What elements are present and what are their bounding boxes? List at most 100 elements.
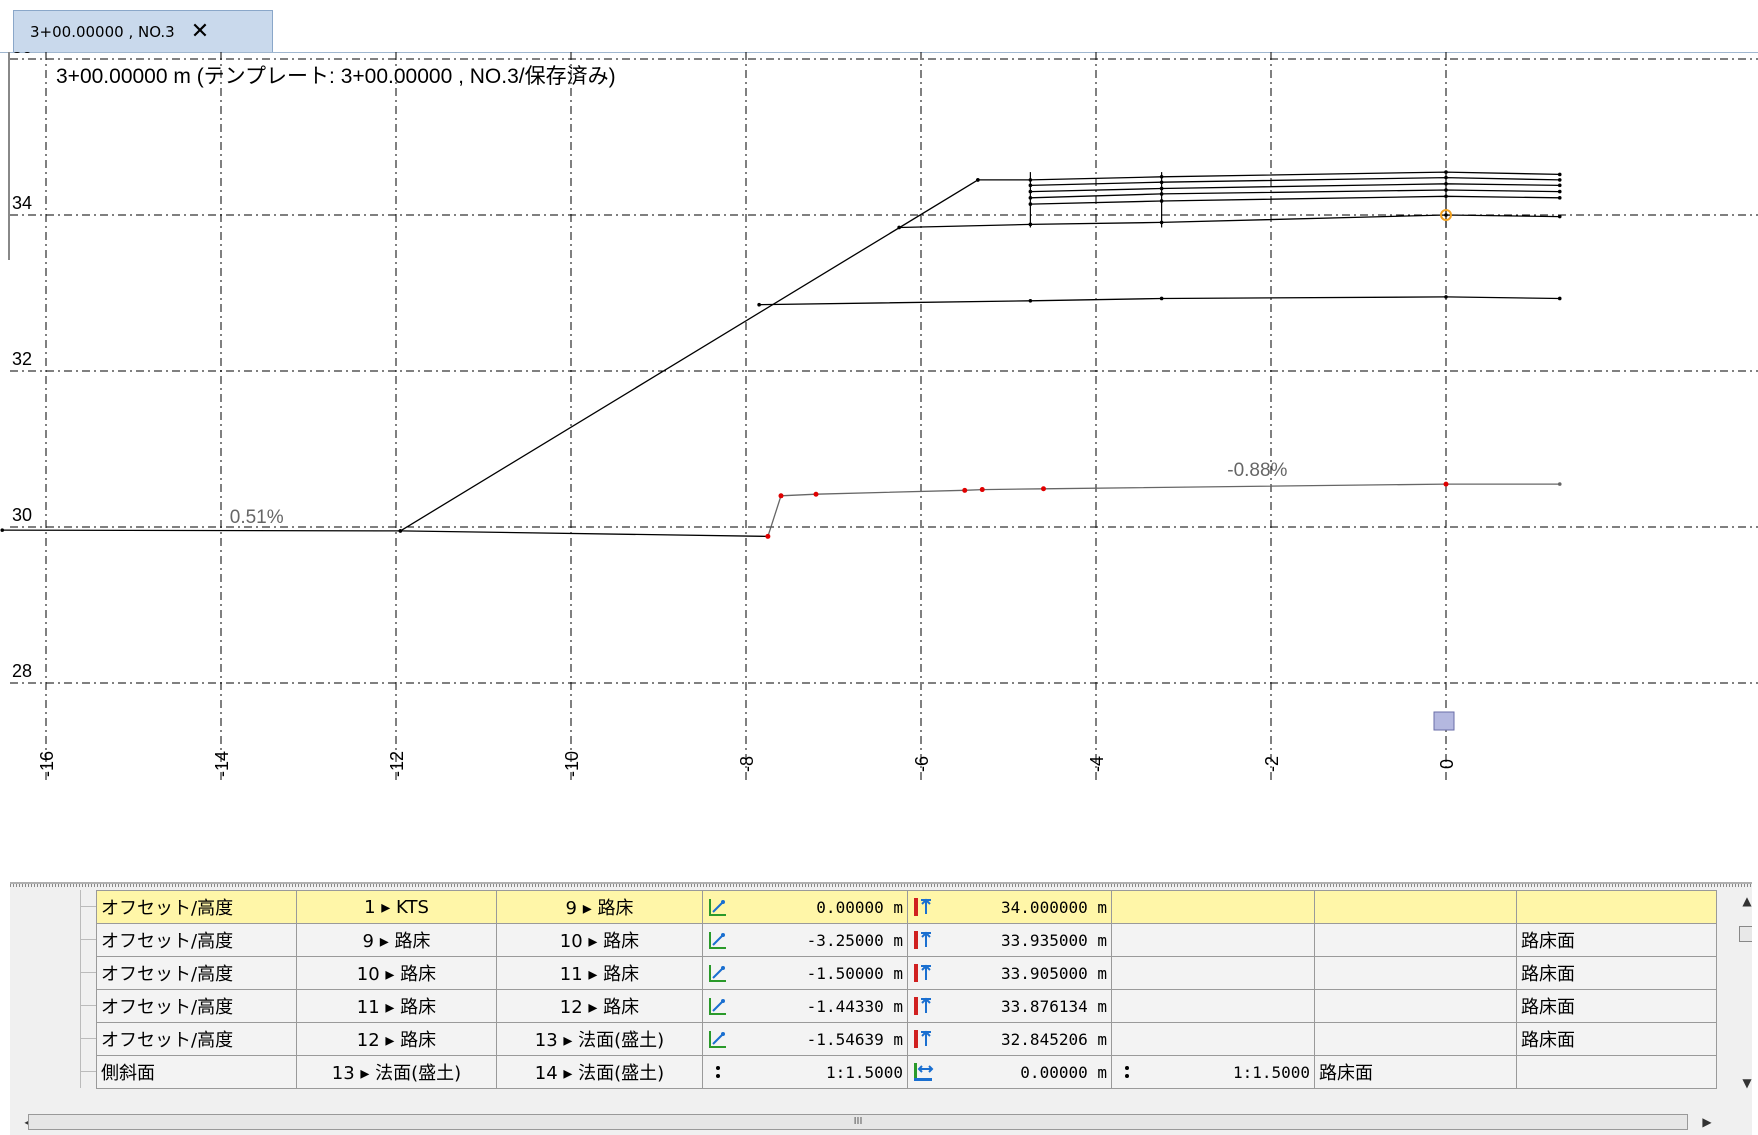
section-point[interactable] [1557,196,1562,200]
section-point[interactable] [1557,214,1562,219]
cell-surface-1[interactable]: 路床面 [1314,1055,1517,1089]
section-point[interactable] [897,225,901,230]
scroll-up-icon[interactable]: ▲ [1742,894,1752,908]
section-point[interactable] [1557,296,1562,301]
cell-surface-1[interactable] [1314,890,1517,924]
ground-point-marker[interactable] [1443,481,1449,487]
section-link-line[interactable] [2,529,768,538]
ground-point-marker[interactable] [1041,486,1046,492]
section-point[interactable] [757,302,761,307]
cell-from-point[interactable]: 10 ▸ 路床 [296,956,497,990]
cell-elevation[interactable]: 34.000000 m [907,890,1112,924]
close-icon[interactable]: ✕ [190,19,210,44]
cell-offset[interactable]: 1:1.5000 [702,1055,908,1089]
section-link-line[interactable] [1030,183,1560,193]
cell-elevation[interactable]: 33.905000 m [907,956,1112,990]
cell-surface-1[interactable] [1314,923,1517,957]
vertical-scrollbar[interactable]: ▲ ▼ [1736,890,1752,1094]
section-point[interactable] [1557,172,1562,177]
cell-surface-2[interactable]: 路床面 [1516,1022,1717,1056]
tab-label[interactable]: 3+00.00000 , NO.3 [30,22,175,41]
cell-extra[interactable] [1111,1022,1315,1056]
cell-elevation[interactable]: 33.876134 m [907,989,1112,1023]
horizontal-scrollbar[interactable]: ◀ III ▶ [10,1109,1752,1135]
ground-point-marker[interactable] [979,487,985,493]
cell-offset[interactable]: -3.25000 m [702,923,908,957]
section-point[interactable] [0,528,5,532]
section-link-line[interactable] [767,483,1560,537]
cell-type[interactable]: オフセット/高度 [96,989,297,1023]
cell-elevation[interactable]: 32.845206 m [907,1022,1112,1056]
section-point[interactable] [1557,178,1562,182]
cell-extra[interactable] [1111,890,1315,924]
cell-from-point[interactable]: 9 ▸ 路床 [296,923,497,957]
table-row[interactable]: オフセット/高度 9 ▸ 路床 10 ▸ 路床 -3.25000 m 33.935000… [96,923,1717,957]
cell-to-point[interactable]: 11 ▸ 路床 [496,956,703,990]
ground-point-marker[interactable] [765,533,771,539]
cell-offset[interactable]: -1.44330 m [702,989,908,1023]
horizontal-scroll-thumb[interactable]: III [28,1114,1688,1130]
table-row[interactable]: オフセット/高度 10 ▸ 路床 11 ▸ 路床 -1.50000 m 33.90500… [96,956,1717,990]
cell-extra[interactable] [1111,923,1315,957]
section-point[interactable] [1159,296,1164,301]
cell-offset[interactable]: 0.00000 m [702,890,908,924]
cell-type[interactable]: オフセット/高度 [96,890,297,924]
cell-from-point[interactable]: 12 ▸ 路床 [296,1022,497,1056]
cross-section-chart[interactable]: -16 -14 -12 -10 -8 -6 -4 -2 0 30 32 34 36 28 0.51% -0.… [0,52,1758,880]
cell-offset[interactable]: -1.54639 m [702,1022,908,1056]
cell-to-point[interactable]: 10 ▸ 路床 [496,923,703,957]
cell-extra[interactable] [1111,956,1315,990]
cell-surface-2[interactable] [1516,1055,1717,1089]
cell-extra[interactable]: 1:1.5000 [1111,1055,1315,1089]
cell-offset[interactable]: -1.50000 m [702,956,908,990]
cell-surface-1[interactable] [1314,989,1517,1023]
cell-surface-2[interactable]: 路床面 [1516,956,1717,990]
cell-surface-1[interactable] [1314,1022,1517,1056]
cell-surface-1[interactable] [1314,956,1517,990]
table-row[interactable]: オフセット/高度 11 ▸ 路床 12 ▸ 路床 -1.44330 m 33.87613… [96,989,1717,1023]
ground-point-marker[interactable] [778,493,784,499]
cell-surface-2[interactable]: 路床面 [1516,989,1717,1023]
cell-surface-2[interactable]: 路床面 [1516,923,1717,957]
section-point[interactable] [1557,183,1562,188]
cell-to-point[interactable]: 13 ▸ 法面(盛土) [496,1022,703,1056]
section-point[interactable] [1557,189,1562,194]
section-link-line[interactable] [899,214,1560,229]
cell-from-point[interactable]: 11 ▸ 路床 [296,989,497,1023]
section-link-line[interactable] [1030,195,1560,205]
cell-type[interactable]: オフセット/高度 [96,1022,297,1056]
cell-extra[interactable] [1111,989,1315,1023]
table-row[interactable]: オフセット/高度 1 ▸ KTS 9 ▸ 路床 0.00000 m 34.000000 … [96,890,1717,924]
cell-type[interactable]: オフセット/高度 [96,923,297,957]
section-link-line[interactable] [1030,189,1560,199]
cell-from-point[interactable]: 13 ▸ 法面(盛土) [296,1055,497,1089]
scroll-right-icon[interactable]: ▶ [1702,1115,1712,1129]
cell-to-point[interactable]: 9 ▸ 路床 [496,890,703,924]
section-link-line[interactable] [400,179,979,532]
cell-type[interactable]: オフセット/高度 [96,956,297,990]
selection-handle[interactable] [1433,711,1455,731]
table-row[interactable]: オフセット/高度 12 ▸ 路床 13 ▸ 法面(盛土) -1.54639 m 32.8… [96,1022,1717,1056]
tab-section-view[interactable]: 3+00.00000 , NO.3 ✕ [13,10,273,52]
section-link-line[interactable] [759,296,1560,306]
section-point[interactable] [1444,295,1448,299]
section-point[interactable] [976,178,980,182]
cell-to-point[interactable]: 14 ▸ 法面(盛土) [496,1055,703,1089]
section-point[interactable] [1028,299,1033,303]
ground-point-marker[interactable] [813,491,819,497]
cell-elevation[interactable]: 33.935000 m [907,923,1112,957]
ground-point-marker[interactable] [962,487,968,493]
table-row[interactable]: 側斜面 13 ▸ 法面(盛土) 14 ▸ 法面(盛土) 1:1.5000 0.00000… [96,1055,1717,1089]
splitter-bar[interactable] [10,884,1752,887]
cell-surface-2[interactable] [1516,890,1717,924]
cell-elevation[interactable]: 0.00000 m [907,1055,1112,1089]
cell-from-point[interactable]: 1 ▸ KTS [296,890,497,924]
scroll-down-icon[interactable]: ▼ [1742,1076,1752,1090]
section-point[interactable] [1444,170,1448,174]
cell-type[interactable]: 側斜面 [96,1055,297,1089]
section-point[interactable] [398,529,403,533]
section-point[interactable] [1557,482,1562,486]
section-link-line[interactable] [1030,176,1560,187]
vertical-scroll-thumb[interactable] [1739,926,1752,942]
current-point-marker[interactable] [1440,209,1452,221]
